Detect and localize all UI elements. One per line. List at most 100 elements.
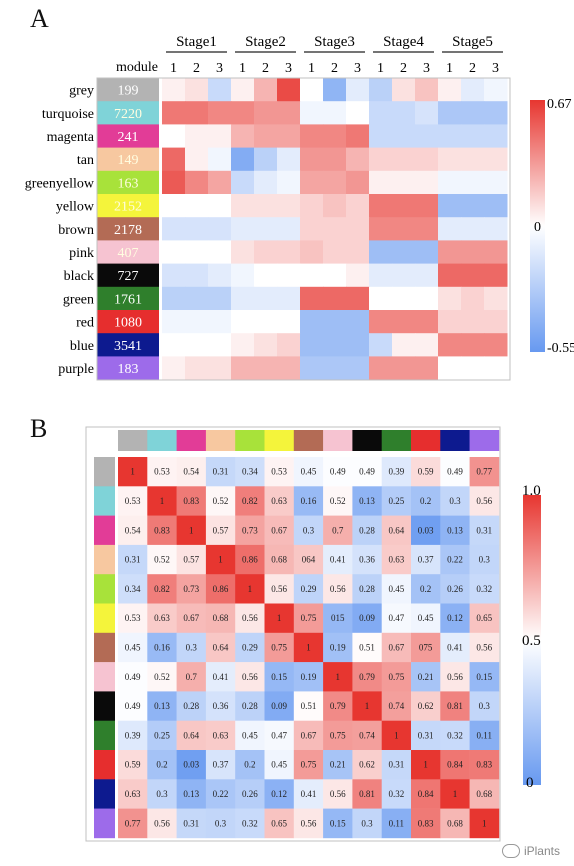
heat-cell [484, 286, 508, 311]
corr-cell [176, 808, 207, 839]
heat-cell [323, 78, 347, 102]
corr-cell [176, 662, 207, 692]
module-count: 2152 [114, 200, 142, 215]
module-strip-top [147, 430, 177, 451]
corr-cell [176, 457, 207, 487]
heat-cell [277, 194, 301, 218]
corr-cell [235, 779, 265, 809]
heat-cell [346, 124, 370, 149]
corr-value: 075 [419, 642, 433, 652]
heat-cell [185, 333, 209, 357]
module-count: 727 [118, 269, 139, 284]
heat-cell [277, 286, 301, 311]
corr-value: 1 [482, 818, 487, 828]
corr-cell [205, 603, 236, 634]
heat-cell [346, 310, 370, 334]
corr-cell [147, 808, 177, 839]
corr-cell [352, 691, 382, 721]
corr-value: 0.25 [388, 496, 404, 506]
corr-value: 0.37 [418, 555, 434, 565]
heat-cell [369, 217, 393, 241]
corr-value: 0.29 [301, 584, 317, 594]
corr-value: 0.3 [156, 789, 168, 799]
corr-value: 0.83 [418, 818, 434, 828]
heat-cell [369, 333, 393, 357]
corr-value: 0.81 [359, 789, 375, 799]
rep-label: 1 [170, 61, 177, 76]
heat-cell [484, 101, 508, 125]
module-header: module [116, 60, 158, 75]
corr-value: 0.67 [271, 525, 287, 535]
heat-cell [231, 194, 255, 218]
corr-value: 0.2 [156, 760, 167, 770]
module-count: 407 [118, 246, 139, 261]
heat-cell [254, 101, 278, 125]
corr-cell [118, 574, 148, 604]
corr-value: 0.67 [301, 730, 317, 740]
heat-cell [277, 101, 301, 125]
heat-cell [162, 170, 186, 195]
module-strip-top [352, 430, 382, 451]
corr-value: 0.2 [420, 584, 431, 594]
heat-cell [185, 101, 209, 125]
heat-cell [369, 240, 393, 265]
heat-cell [323, 194, 347, 218]
corr-cell [352, 457, 382, 487]
heat-cell [231, 356, 255, 381]
colorbar-b-min: 0 [526, 775, 534, 791]
corr-value: 0.3 [479, 555, 491, 565]
heat-cell [254, 333, 278, 357]
heat-cell [369, 78, 393, 102]
corr-value: 0.64 [388, 525, 404, 535]
rep-label: 2 [193, 61, 200, 76]
corr-cell [264, 779, 295, 809]
corr-value: 1 [306, 642, 311, 652]
corr-value: 0.13 [154, 701, 170, 711]
heat-cell [162, 333, 186, 357]
heat-cell [231, 217, 255, 241]
heat-cell [438, 194, 462, 218]
corr-value: 0.56 [447, 672, 463, 682]
heat-cell [346, 356, 370, 381]
corr-cell [293, 808, 324, 839]
corr-cell [411, 486, 441, 516]
heat-cell [415, 240, 439, 265]
corr-cell [264, 486, 295, 516]
corr-value: 0.21 [330, 760, 346, 770]
corr-value: 0.45 [242, 730, 258, 740]
corr-value: 0.12 [271, 789, 287, 799]
corr-value: 0.34 [125, 584, 141, 594]
corr-value: 0.54 [183, 467, 199, 477]
corr-value: 0.74 [388, 701, 404, 711]
module-count: 2178 [114, 223, 142, 238]
corr-value: 0.22 [213, 789, 229, 799]
heat-cell [208, 356, 232, 381]
corr-value: 0.86 [213, 584, 229, 594]
corr-value: 0.41 [447, 642, 463, 652]
corr-value: 0.34 [242, 467, 258, 477]
heat-cell [438, 263, 462, 288]
heat-cell [392, 333, 416, 357]
heat-cell [415, 310, 439, 334]
corr-value: 1 [336, 672, 341, 682]
heat-cell [323, 310, 347, 334]
corr-value: 0.53 [125, 613, 141, 623]
corr-value: 0.41 [213, 672, 229, 682]
heat-cell [415, 333, 439, 357]
corr-cell [176, 779, 207, 809]
heat-cell [484, 217, 508, 241]
heat-cell [185, 240, 209, 265]
corr-cell [440, 720, 470, 751]
panel-a-heatmap: module Stage1 1 2 3 Stage2 1 2 3 Stage3 1 2 3 Stage4… [25, 34, 574, 381]
heat-cell [300, 170, 324, 195]
heat-cell [162, 194, 186, 218]
heat-cell [208, 170, 232, 195]
stage-label-1: Stage1 [176, 34, 217, 50]
corr-cell [381, 544, 412, 575]
module-strip-top [118, 430, 148, 451]
heat-cell [438, 78, 462, 102]
heat-cell [392, 147, 416, 172]
corr-cell [176, 515, 207, 546]
module-strip-left [94, 720, 115, 751]
heat-cell [461, 356, 485, 381]
